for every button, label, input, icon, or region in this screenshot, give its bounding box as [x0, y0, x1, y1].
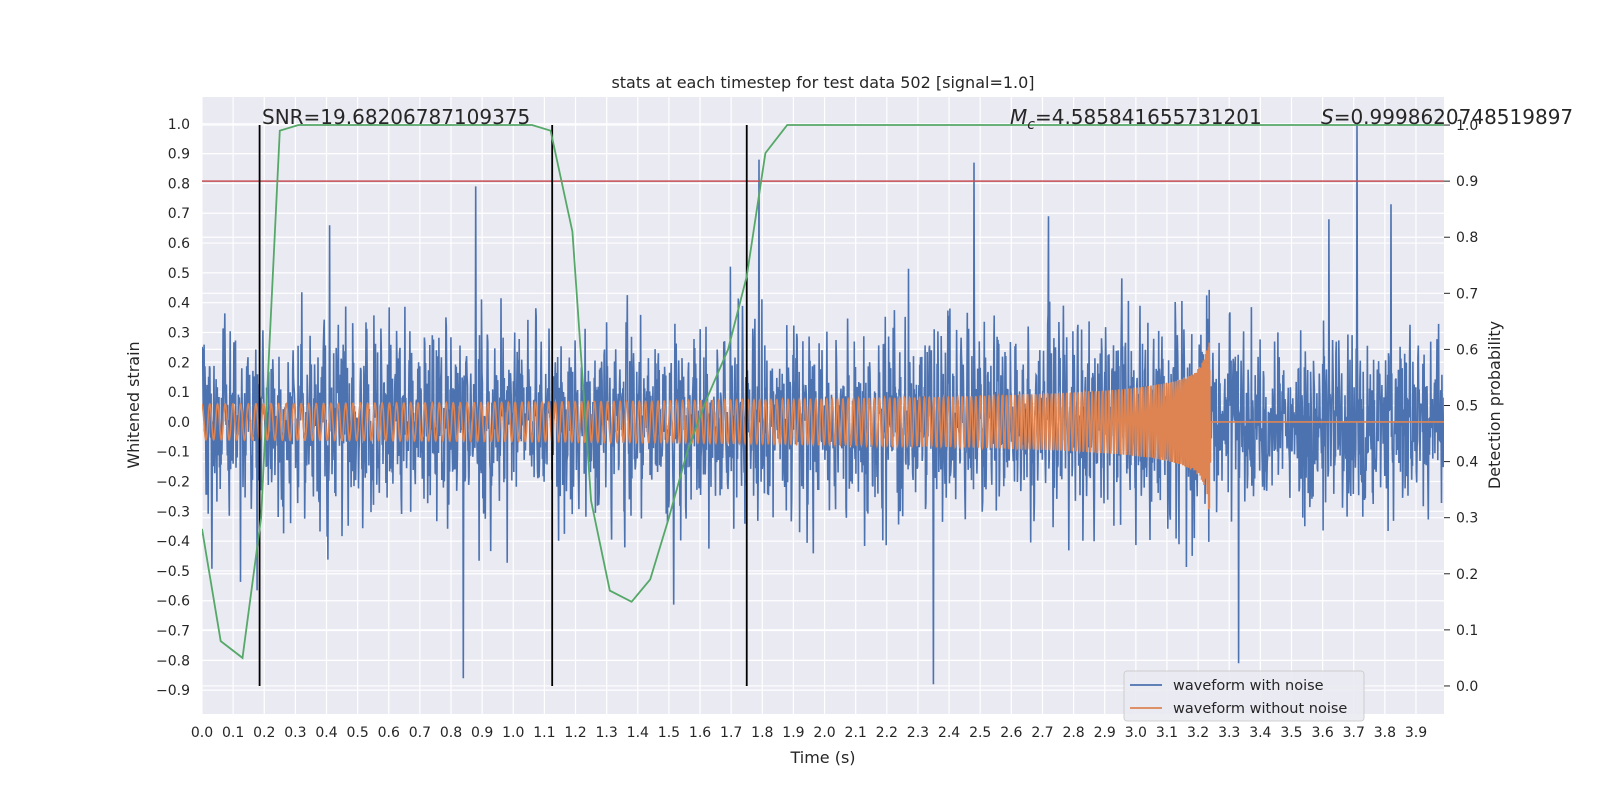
mc-symbol: M: [1010, 105, 1027, 129]
x-tick-label: 2.7: [1031, 725, 1053, 741]
y-tick-label: −0.1: [156, 445, 190, 461]
y2-tick-label: 0.6: [1456, 342, 1478, 358]
x-tick-label: 2.3: [907, 725, 929, 741]
y-tick-label: 1.0: [168, 117, 190, 133]
x-tick-label: 3.8: [1374, 725, 1396, 741]
x-tick-label: 3.9: [1405, 725, 1427, 741]
x-tick-label: 2.1: [845, 725, 867, 741]
y-tick-label: 0.0: [168, 415, 190, 431]
x-tick-label: 1.3: [596, 725, 618, 741]
legend-label-clean: waveform without noise: [1173, 701, 1347, 717]
x-tick-label: 2.2: [876, 725, 898, 741]
x-tick-label: 3.7: [1343, 725, 1365, 741]
legend-label-noise: waveform with noise: [1173, 678, 1324, 694]
x-tick-label: 2.9: [1094, 725, 1116, 741]
mc-subscript: c: [1027, 117, 1035, 133]
x-tick-label: 1.9: [782, 725, 804, 741]
y2-tick-label: 0.4: [1456, 455, 1478, 471]
y-tick-label: −0.2: [156, 475, 190, 491]
y2-tick-label: 0.1: [1456, 623, 1478, 639]
x-tick-label: 2.6: [1000, 725, 1022, 741]
y-tick-label: 0.4: [168, 296, 190, 312]
y-tick-label: 0.3: [168, 325, 190, 341]
y-tick-label: 0.7: [168, 206, 190, 222]
x-tick-label: 2.0: [813, 725, 835, 741]
x-tick-label: 0.0: [191, 725, 213, 741]
y-tick-label: 0.1: [168, 385, 190, 401]
x-tick-label: 0.1: [222, 725, 244, 741]
x-tick-label: 3.5: [1280, 725, 1302, 741]
x-tick-label: 2.4: [938, 725, 960, 741]
x-tick-label: 1.0: [502, 725, 524, 741]
y-tick-label: 0.9: [168, 147, 190, 163]
y-tick-label: 0.5: [168, 266, 190, 282]
y-axis-label: Whitened strain: [124, 341, 143, 468]
x-tick-label: 0.4: [315, 725, 337, 741]
x-tick-label: 0.5: [347, 725, 369, 741]
legend: waveform with noise waveform without noi…: [1123, 670, 1365, 722]
chart-title: stats at each timestep for test data 502…: [611, 73, 1034, 92]
y2-tick-label: 0.3: [1456, 511, 1478, 527]
snr-annotation: SNR=19.68206787109375: [262, 105, 530, 129]
x-tick-label: 0.2: [253, 725, 275, 741]
x-tick-label: 2.8: [1062, 725, 1084, 741]
y-tick-label: −0.9: [156, 683, 190, 699]
y2-axis-label: Detection probability: [1485, 321, 1504, 489]
y-tick-label: −0.6: [156, 594, 190, 610]
series-waveform-without-noise: [202, 342, 1444, 510]
x-tick-label: 0.9: [471, 725, 493, 741]
y2-tick-label: 0.5: [1456, 399, 1478, 415]
x-tick-label: 0.3: [284, 725, 306, 741]
series-detection-probability: [202, 124, 1444, 660]
y-tick-label: −0.8: [156, 653, 190, 669]
s-annotation: S=0.9998620748519897: [1321, 105, 1573, 129]
x-tick-label: 3.2: [1187, 725, 1209, 741]
s-value: =0.9998620748519897: [1334, 105, 1573, 129]
y-tick-label: 0.2: [168, 355, 190, 371]
mc-value: =4.585841655731201: [1035, 105, 1262, 129]
y-tick-label: −0.5: [156, 564, 190, 580]
ticks: 0.0 0.1 0.2 0.3 0.4 0.5 0.6 0.7 0.8 0.9 1.0 1.1 1.2 1…: [156, 117, 1478, 741]
x-tick-label: 1.5: [658, 725, 680, 741]
x-tick-label: 3.4: [1249, 725, 1271, 741]
y-tick-label: −0.7: [156, 624, 190, 640]
x-tick-label: 1.4: [627, 725, 649, 741]
s-symbol: S: [1321, 105, 1334, 129]
y-tick-label: 0.8: [168, 176, 190, 192]
mc-annotation: Mc=4.585841655731201: [1010, 105, 1262, 133]
x-tick-label: 3.0: [1125, 725, 1147, 741]
y2-tick-label: 0.0: [1456, 679, 1478, 695]
x-tick-label: 1.6: [689, 725, 711, 741]
x-tick-label: 1.7: [720, 725, 742, 741]
x-tick-label: 3.6: [1311, 725, 1333, 741]
x-tick-label: 1.8: [751, 725, 773, 741]
x-tick-label: 1.1: [533, 725, 555, 741]
y2-tick-label: 0.2: [1456, 567, 1478, 583]
y2-tick-label: 0.7: [1456, 286, 1478, 302]
y-tick-label: −0.3: [156, 504, 190, 520]
x-tick-label: 2.5: [969, 725, 991, 741]
x-tick-label: 3.1: [1156, 725, 1178, 741]
y2-tick-label: 1.0: [1456, 118, 1478, 134]
y2-tick-label: 0.8: [1456, 230, 1478, 246]
y-tick-label: 0.6: [168, 236, 190, 252]
legend-box: [1123, 670, 1365, 722]
x-axis-label: Time (s): [789, 748, 855, 767]
x-tick-label: 0.7: [409, 725, 431, 741]
y-tick-label: −0.4: [156, 534, 190, 550]
x-tick-label: 3.3: [1218, 725, 1240, 741]
x-tick-label: 0.8: [440, 725, 462, 741]
y2-tick-label: 0.9: [1456, 174, 1478, 190]
x-tick-label: 1.2: [564, 725, 586, 741]
x-tick-label: 0.6: [378, 725, 400, 741]
series-layer: [202, 123, 1444, 686]
